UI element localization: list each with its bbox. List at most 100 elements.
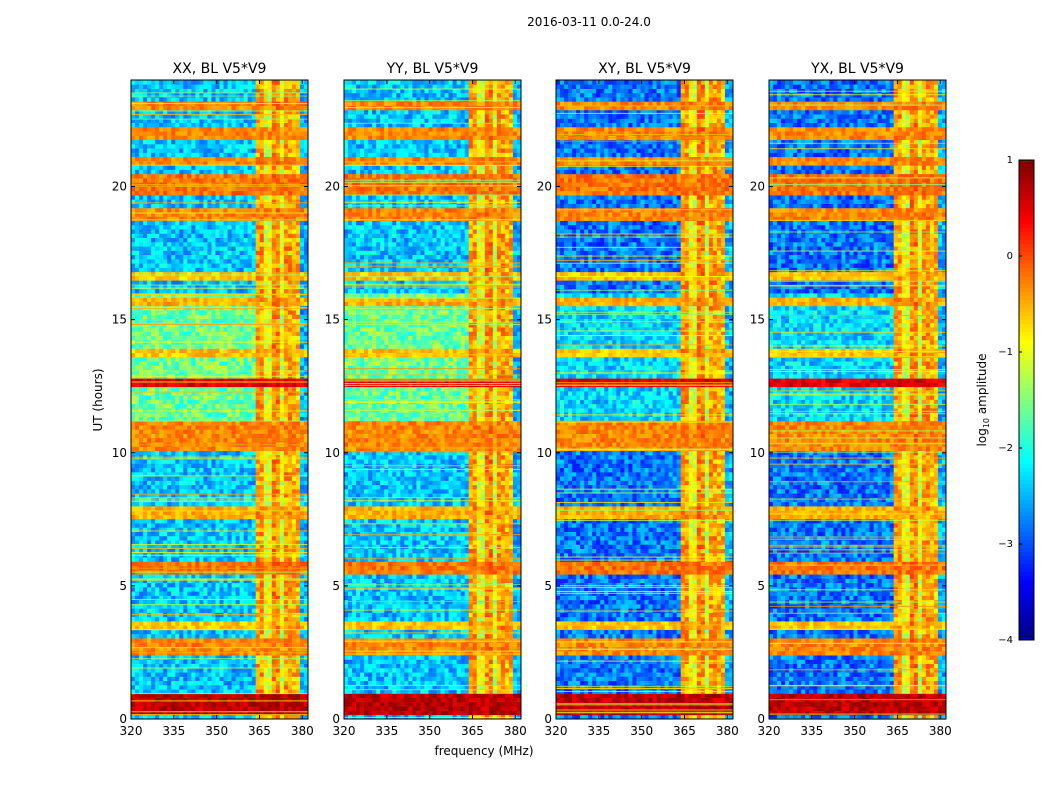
heatmap-cell [288, 706, 292, 711]
heatmap-cell [131, 630, 135, 635]
heatmap-cell [232, 638, 236, 643]
heatmap-cell [139, 600, 143, 605]
heatmap-cell [135, 676, 139, 681]
heatmap-cell [179, 634, 183, 639]
heatmap-cell [159, 698, 163, 703]
heatmap-cell [288, 561, 292, 566]
heatmap-cell [195, 617, 199, 622]
heatmap-cell [248, 659, 252, 664]
heatmap-cell [240, 638, 244, 643]
heatmap-cell [131, 591, 135, 596]
heatmap-cell [211, 693, 215, 698]
heatmap-cell [159, 561, 163, 566]
heatmap-cell [276, 706, 280, 711]
heatmap-cell [264, 706, 268, 711]
heatmap-cell [167, 557, 171, 562]
heatmap-cell [300, 702, 304, 707]
heatmap-cell [276, 685, 280, 690]
heatmap-cell [232, 574, 236, 579]
heatmap-cell [215, 591, 219, 596]
heatmap-cell [256, 608, 260, 613]
heatmap-cell [147, 574, 151, 579]
heatmap-cell [215, 676, 219, 681]
heatmap-cell [191, 642, 195, 647]
heatmap-cell [155, 693, 159, 698]
heatmap-cell [280, 621, 284, 626]
heatmap-cell [175, 685, 179, 690]
heatmap-cell [252, 702, 256, 707]
heatmap-cell [220, 698, 224, 703]
heatmap-cell [163, 642, 167, 647]
heatmap-cell [207, 621, 211, 626]
heatmap-cell [236, 642, 240, 647]
heatmap-cell [179, 630, 183, 635]
heatmap-cell [240, 706, 244, 711]
heatmap-cell [244, 621, 248, 626]
heatmap-cell [224, 698, 228, 703]
heatmap-cell [167, 668, 171, 673]
heatmap-cell [296, 600, 300, 605]
heatmap-cell [264, 621, 268, 626]
heatmap-cell [244, 617, 248, 622]
heatmap-cell [248, 600, 252, 605]
heatmap-cell [268, 676, 272, 681]
heatmap-cell [252, 685, 256, 690]
heatmap-cell [203, 608, 207, 613]
heatmap-cell [296, 672, 300, 677]
heatmap-cell [228, 698, 232, 703]
heatmap-cell [288, 591, 292, 596]
heatmap-cell [131, 608, 135, 613]
heatmap-cell [203, 621, 207, 626]
heatmap-cell [288, 630, 292, 635]
heatmap-cell [139, 591, 143, 596]
heatmap-cell [240, 574, 244, 579]
heatmap-cell [276, 634, 280, 639]
heatmap-cell [232, 557, 236, 562]
heatmap-cell [135, 621, 139, 626]
heatmap-cell [228, 676, 232, 681]
figure-title: 2016-03-11 0.0-24.0 [527, 15, 651, 29]
heatmap-cell [191, 638, 195, 643]
heatmap-cell [175, 668, 179, 673]
heatmap-cell [244, 638, 248, 643]
heatmap-cell [135, 617, 139, 622]
heatmap-cell [264, 587, 268, 592]
heatmap-cell [175, 557, 179, 562]
heatmap-cell [151, 668, 155, 673]
heatmap-cell [240, 634, 244, 639]
heatmap-cell [135, 693, 139, 698]
heatmap-cell [207, 681, 211, 686]
heatmap-cell [183, 557, 187, 562]
heatmap-cell [211, 600, 215, 605]
heatmap-cell [224, 621, 228, 626]
heatmap-cell [187, 681, 191, 686]
heatmap-cell [183, 672, 187, 677]
heatmap-cell [163, 659, 167, 664]
heatmap-cell [163, 668, 167, 673]
heatmap-cell [191, 702, 195, 707]
heatmap-cell [276, 698, 280, 703]
heatmap-cell [284, 642, 288, 647]
heatmap-cell [203, 698, 207, 703]
heatmap-cell [220, 659, 224, 664]
heatmap-cell [260, 698, 264, 703]
heatmap-cell [135, 672, 139, 677]
heatmap-cell [284, 583, 288, 588]
heatmap-cell [256, 557, 260, 562]
heatmap-cell [147, 600, 151, 605]
heatmap-cell [252, 591, 256, 596]
heatmap-cell [195, 672, 199, 677]
heatmap-cell [151, 583, 155, 588]
heatmap-cell [151, 621, 155, 626]
heatmap-cell [264, 630, 268, 635]
heatmap-cell [228, 583, 232, 588]
heatmap-cell [272, 587, 276, 592]
heatmap-cell [207, 685, 211, 690]
heatmap-cell [159, 681, 163, 686]
heatmap-cell [244, 698, 248, 703]
heatmap-cell [135, 561, 139, 566]
heatmap-cell [232, 591, 236, 596]
heatmap-cell [167, 600, 171, 605]
heatmap-cell [151, 574, 155, 579]
heatmap-cell [179, 591, 183, 596]
